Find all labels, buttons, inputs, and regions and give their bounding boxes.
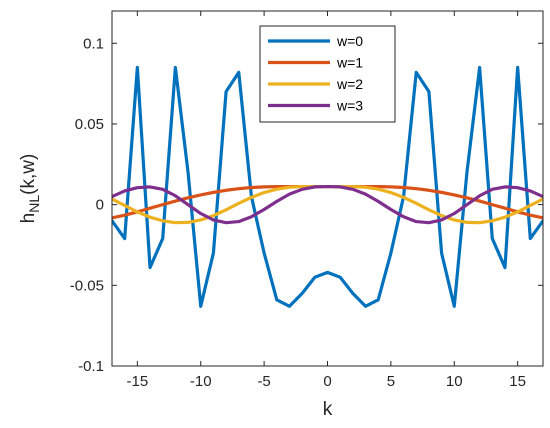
- y-axis-label-suffix: (k,w): [18, 154, 39, 195]
- x-tick-label: -10: [190, 373, 212, 390]
- x-tick-label: 0: [323, 373, 331, 390]
- y-axis-label-subscript: NL: [26, 195, 42, 213]
- legend: w=0 w=1 w=2 w=3: [259, 25, 396, 123]
- y-tick-label: -0.1: [78, 358, 104, 375]
- legend-label-2: w=2: [336, 76, 363, 92]
- x-tick-label: 15: [509, 373, 526, 390]
- plot-lines: [112, 65, 543, 308]
- series-line-3: [112, 184, 543, 225]
- series-line-0: [112, 65, 543, 308]
- x-tick-label: -15: [127, 373, 149, 390]
- series-line-2: [112, 184, 543, 225]
- legend-label-0: w=0: [336, 33, 363, 49]
- y-tick-label: 0: [96, 197, 104, 214]
- axis-ticks: [112, 11, 543, 367]
- axis-tick-labels: -15 -10 -5 0 5 10 15 -0.1 -0.05 0 0.05 0.1: [70, 35, 526, 390]
- legend-label-3: w=3: [336, 98, 363, 114]
- x-tick-label: 5: [387, 373, 395, 390]
- x-tick-label: -5: [257, 373, 270, 390]
- y-axis-label-main: h: [18, 213, 39, 224]
- x-tick-label: 10: [446, 373, 463, 390]
- series-line-1: [112, 184, 543, 220]
- x-axis-label: k: [323, 399, 333, 420]
- y-axis-label: hNL(k,w): [18, 154, 42, 224]
- y-tick-label: 0.05: [75, 116, 104, 133]
- y-tick-label: 0.1: [83, 35, 104, 52]
- y-tick-label: -0.05: [70, 277, 104, 294]
- legend-label-1: w=1: [336, 55, 363, 71]
